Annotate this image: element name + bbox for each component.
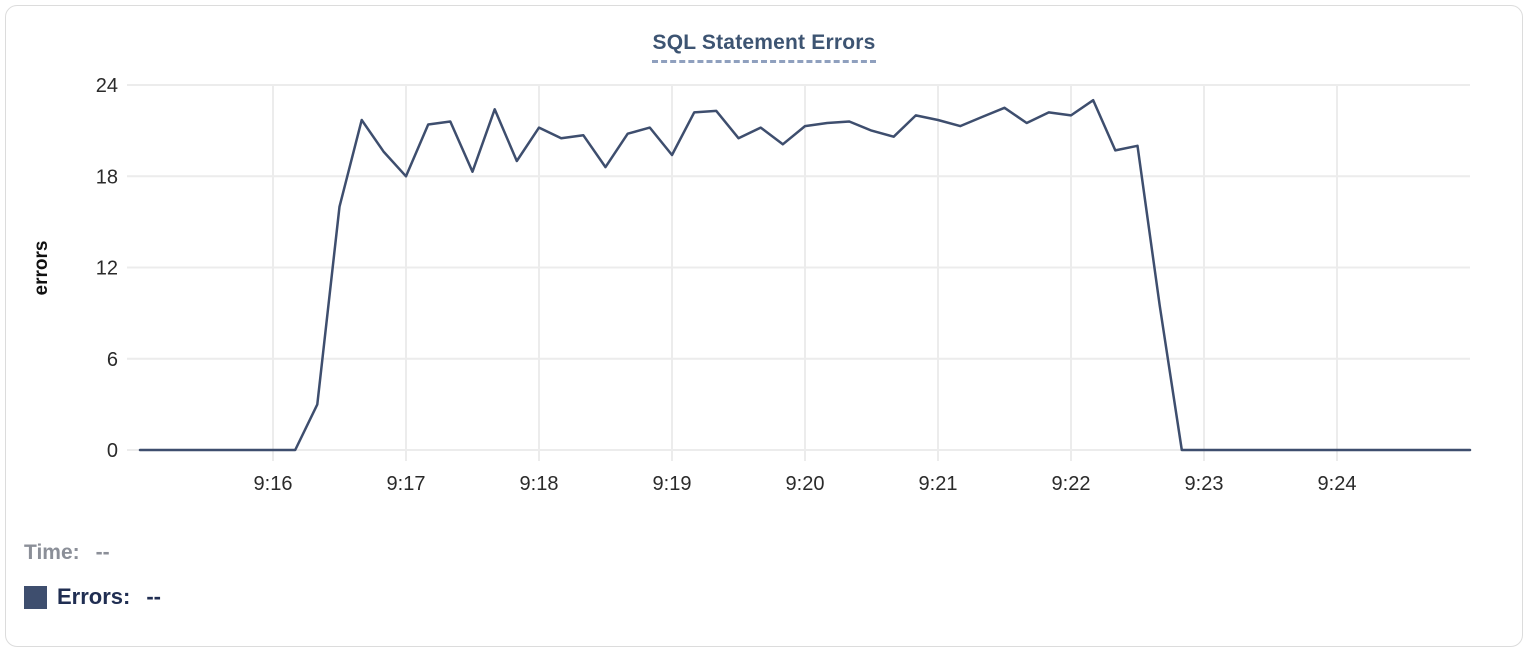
errors-series-line (138, 98, 1472, 452)
y-tick-label: 18 (96, 166, 118, 188)
chart-title-link[interactable]: SQL Statement Errors (652, 31, 876, 63)
x-tick-label: 9:20 (786, 473, 825, 495)
x-tick-label: 9:16 (254, 473, 293, 495)
x-tick-label: 9:23 (1185, 473, 1224, 495)
y-tick-label: 6 (107, 349, 118, 371)
legend-errors-value: -- (146, 584, 162, 609)
chart-header: SQL Statement Errors (0, 31, 1528, 63)
legend-time-label: Time: (24, 541, 80, 564)
x-tick-label: 9:19 (653, 473, 692, 495)
legend-time-readout: Time: -- (24, 540, 161, 566)
y-tick-label: 12 (96, 258, 118, 280)
legend-errors-label: Errors: (57, 584, 131, 609)
legend-time-value: -- (95, 541, 110, 564)
legend-errors-item[interactable]: Errors: -- (24, 584, 161, 610)
x-tick-label: 9:21 (919, 473, 958, 495)
y-axis-title: errors (31, 241, 52, 296)
x-tick-label: 9:17 (387, 473, 426, 495)
x-tick-label: 9:18 (520, 473, 559, 495)
chart-card (5, 5, 1523, 647)
x-tick-label: 9:22 (1052, 473, 1091, 495)
x-tick-label: 9:24 (1318, 473, 1357, 495)
errors-series-swatch-icon (24, 585, 47, 609)
chart-legend: Time: -- Errors: -- (24, 540, 161, 628)
y-tick-label: 24 (96, 75, 118, 97)
y-tick-label: 0 (107, 440, 118, 462)
